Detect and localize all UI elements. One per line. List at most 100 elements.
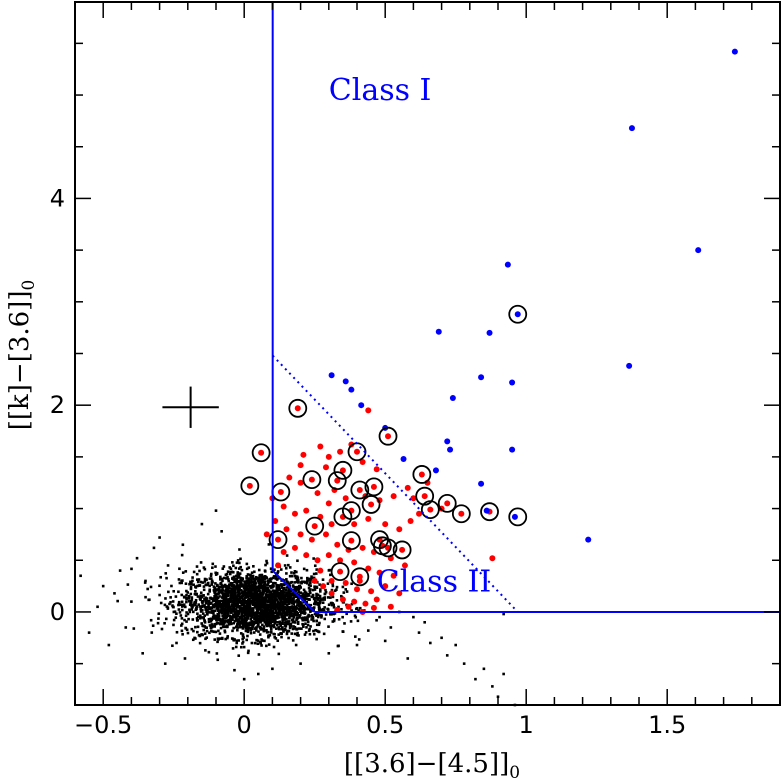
field-star-point: [213, 590, 217, 594]
field-star-point: [315, 568, 318, 571]
field-star-point: [228, 618, 232, 621]
field-star-point: [272, 594, 276, 598]
field-star-point: [238, 596, 242, 599]
field-star-point: [256, 614, 260, 618]
field-star-point: [307, 598, 310, 601]
field-star-point: [201, 616, 205, 619]
field-star-point: [248, 606, 252, 610]
field-star-point: [240, 612, 244, 615]
field-star-point: [345, 590, 349, 593]
field-star-point: [205, 629, 209, 633]
field-star-point: [314, 596, 317, 600]
field-star-point: [203, 605, 206, 609]
field-star-point: [202, 588, 206, 592]
class-ii-point: [376, 569, 383, 576]
class-ii-point: [396, 526, 403, 533]
field-star-point: [292, 591, 296, 595]
field-star-point: [224, 589, 227, 593]
field-star-point: [280, 600, 284, 604]
field-star-point: [212, 611, 215, 615]
field-star-point: [253, 621, 256, 625]
field-star-point: [210, 577, 213, 580]
field-star-point: [309, 610, 312, 614]
field-star-point: [234, 580, 237, 583]
field-star-point: [187, 594, 191, 598]
field-star-point: [236, 611, 240, 615]
field-star-point: [261, 593, 264, 596]
field-star-point: [306, 615, 310, 618]
field-star-point: [212, 609, 216, 613]
field-star-point: [203, 614, 207, 617]
field-star-point: [165, 576, 168, 580]
class-boundaries: [271, 2, 780, 613]
field-star-point: [157, 617, 160, 620]
field-star-point: [286, 592, 290, 596]
field-star-point: [312, 572, 316, 576]
field-star-point: [293, 627, 297, 630]
field-star-point: [429, 641, 432, 645]
field-star-point: [234, 566, 238, 570]
field-star-point: [175, 612, 178, 615]
field-star-point: [263, 602, 267, 606]
field-star-point: [288, 616, 291, 619]
field-star-point: [214, 509, 218, 512]
class-i-point: [435, 328, 442, 335]
field-star-point: [199, 614, 202, 618]
field-star-point: [221, 604, 225, 608]
field-star-point: [213, 638, 217, 641]
field-star-point: [277, 652, 281, 656]
class-ii-point: [314, 557, 321, 564]
field-star-point: [356, 619, 360, 623]
class-ii-point: [418, 471, 425, 478]
field-star-point: [304, 616, 307, 619]
field-star-point: [238, 625, 242, 629]
field-star-point: [163, 662, 167, 665]
field-star-point: [297, 604, 301, 608]
field-star-point: [184, 582, 188, 585]
field-star-point: [143, 581, 147, 584]
field-star-point: [174, 616, 178, 619]
field-star-point: [188, 608, 191, 612]
y-tick-label: 0: [50, 598, 65, 626]
field-star-point: [221, 589, 225, 592]
field-star-point: [265, 595, 268, 599]
field-star-point: [271, 609, 275, 613]
field-star-point: [242, 618, 245, 622]
circled-point-ring: [378, 426, 398, 446]
class-ii-point: [334, 477, 341, 484]
field-star-point: [267, 581, 270, 584]
field-star-point: [189, 586, 193, 589]
field-star-point: [226, 594, 230, 598]
field-star-point: [232, 578, 235, 581]
field-star-point: [213, 603, 217, 606]
field-star-point: [185, 628, 189, 632]
field-star-point: [297, 586, 300, 590]
field-star-point: [177, 578, 181, 581]
field-star-point: [312, 557, 315, 560]
field-star-point: [389, 626, 393, 629]
field-star-point: [214, 596, 218, 600]
field-star-point: [229, 620, 233, 624]
field-star-point: [287, 636, 290, 640]
field-star-point: [257, 623, 260, 627]
field-star-point: [181, 632, 184, 636]
field-star-point: [242, 645, 246, 649]
field-star-point: [264, 563, 267, 567]
field-star-point: [243, 598, 246, 601]
field-star-point: [267, 595, 271, 599]
field-star-point: [211, 610, 214, 614]
field-star-point: [300, 580, 304, 584]
field-star-point: [208, 624, 212, 627]
class-ii-point: [390, 493, 397, 500]
field-star-point: [236, 593, 239, 597]
field-star-point: [246, 614, 250, 617]
class-ii-point: [317, 443, 324, 450]
field-star-point: [269, 591, 272, 594]
field-star-point: [239, 645, 243, 649]
field-star-point: [224, 599, 227, 603]
field-star-point: [215, 618, 218, 622]
field-star-point: [243, 610, 247, 614]
field-star-point: [302, 625, 305, 629]
field-star-point: [358, 606, 362, 610]
field-star-point: [241, 600, 245, 604]
